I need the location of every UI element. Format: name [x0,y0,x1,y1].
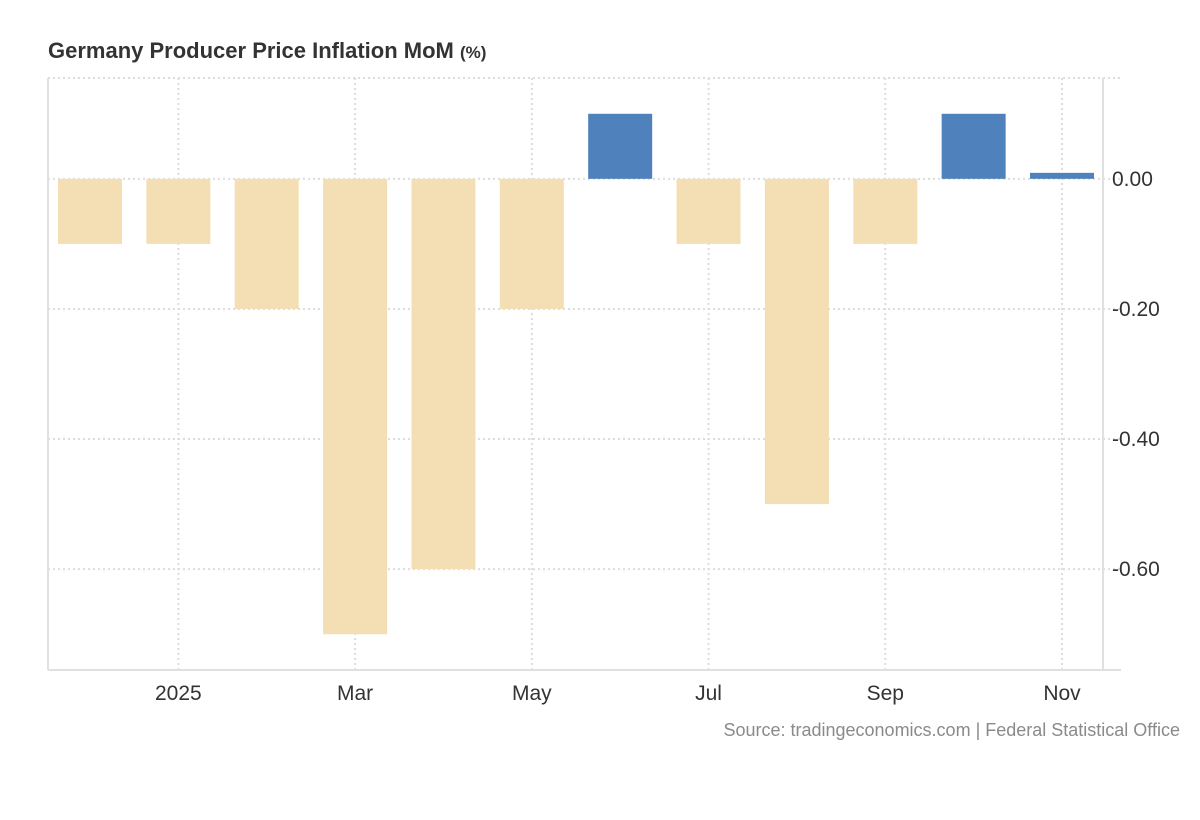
bar-feb-2025 [234,178,299,309]
chart-title-unit: (%) [460,43,487,62]
bar-jan-2025 [146,178,211,244]
bar-aug-2025 [764,178,829,505]
x-tick-label: Nov [1043,682,1081,705]
bar-apr-2025 [411,178,476,570]
axes [47,78,1121,671]
bar-jul-2025 [676,178,741,244]
x-tick-label: Sep [867,682,904,705]
chart-title: Germany Producer Price Inflation MoM (%) [48,38,486,64]
bar-oct-2025 [941,113,1006,179]
y-axis-tick-labels: 0.00 -0.20 -0.40 -0.60 [1112,168,1160,581]
x-axis-tick-labels: 2025 Mar May Jul Sep Nov [155,682,1081,705]
bar-nov-2025 [1030,172,1094,179]
bar-sep-2025 [853,178,918,244]
x-tick-label: Jul [695,682,722,705]
y-tick-label: -0.20 [1112,298,1160,321]
bar-may-2025 [499,178,564,309]
bar-mar-2025 [323,178,388,635]
y-tick-label: -0.40 [1112,428,1160,451]
x-tick-label: 2025 [155,682,202,705]
bar-dec-2024 [58,178,122,244]
y-tick-label: -0.60 [1112,558,1160,581]
bars [58,113,1094,635]
x-tick-label: Mar [337,682,373,705]
x-tick-label: May [512,682,552,705]
source-note: Source: tradingeconomics.com | Federal S… [723,720,1180,740]
chart-title-text: Germany Producer Price Inflation MoM [48,38,454,63]
y-tick-label: 0.00 [1112,168,1153,191]
bar-jun-2025 [588,113,653,179]
